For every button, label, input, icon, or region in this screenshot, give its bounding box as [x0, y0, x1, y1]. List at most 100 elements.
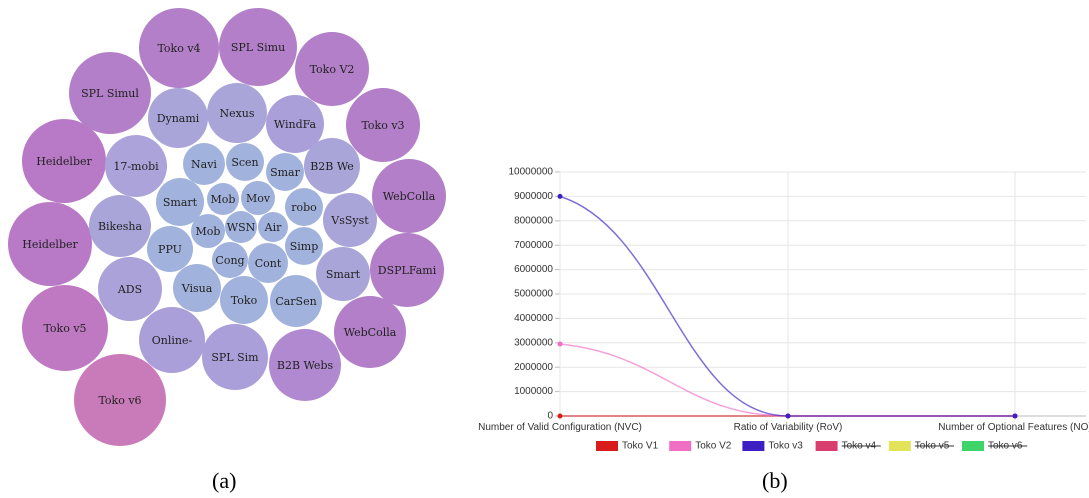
y-tick-label: 2000000 — [514, 362, 553, 373]
bubble: SPL Simu — [219, 8, 297, 86]
bubble: Scen — [226, 143, 264, 181]
bubble-label: Smart — [163, 196, 198, 209]
bubble-circle — [266, 95, 324, 153]
bubble: 17-mobi — [105, 135, 167, 197]
bubble-circle — [270, 275, 322, 327]
legend-swatch — [962, 441, 984, 451]
bubble-label: SPL Sim — [211, 351, 259, 364]
bubble-circle — [285, 227, 323, 265]
bubble: Dynami — [148, 88, 208, 148]
caption-a: (a) — [212, 468, 237, 493]
bubble: Nexus — [207, 83, 267, 143]
bubble: SPL Sim — [202, 324, 268, 390]
bubble-label: Smart — [326, 268, 361, 281]
y-tick-label: 1000000 — [514, 386, 553, 397]
bubble-label: Toko — [231, 294, 258, 307]
legend-label: Toko v3 — [768, 441, 803, 452]
legend-item[interactable]: Toko v5 — [888, 441, 954, 452]
bubble: Toko v3 — [346, 88, 420, 162]
bubble: Smart — [156, 178, 204, 226]
bubble: Bikesha — [89, 195, 151, 257]
bubble-label: Bikesha — [98, 220, 143, 233]
legend-item[interactable]: Toko v6 — [962, 441, 1028, 452]
bubble-circle — [207, 183, 239, 215]
bubble-circle — [183, 143, 225, 185]
bubble: Toko V2 — [295, 32, 369, 106]
bubble-circle — [226, 143, 264, 181]
legend-item[interactable]: Toko V2 — [669, 441, 732, 452]
data-point — [1012, 413, 1018, 419]
legend-swatch — [596, 441, 618, 451]
bubble: PPU — [147, 226, 193, 272]
y-tick-label: 9000000 — [514, 191, 553, 202]
bubble: Toko v5 — [22, 285, 108, 371]
bubble-label: Smar — [270, 166, 301, 179]
bubble-circle — [173, 264, 221, 312]
bubble-circle — [220, 276, 268, 324]
bubble-label: Simp — [290, 240, 319, 253]
bubble: Toko v4 — [139, 8, 219, 88]
bubble-circle — [316, 247, 370, 301]
bubble: Visua — [173, 264, 221, 312]
bubble-circle — [225, 211, 257, 243]
bubble: Mov — [241, 181, 275, 215]
legend-item[interactable]: Toko v4 — [815, 441, 881, 452]
bubble-circle — [285, 188, 323, 226]
bubble-circle — [219, 8, 297, 86]
bubble-label: Air — [264, 221, 282, 234]
bubble-label: Mov — [246, 192, 271, 205]
bubble-label: WebColla — [344, 326, 397, 339]
bubble: SPL Simul — [69, 52, 151, 134]
bubble-circle — [248, 243, 288, 283]
bubble-circle — [89, 195, 151, 257]
legend-swatch — [669, 441, 692, 451]
bubble-circle — [258, 212, 288, 242]
y-tick-label: 5000000 — [514, 289, 553, 300]
legend-item[interactable]: Toko v3 — [742, 441, 803, 452]
bubble-label: Online- — [152, 334, 193, 347]
bubble-circle — [370, 233, 444, 307]
bubble: Air — [258, 212, 288, 242]
bubble-label: Nexus — [219, 107, 254, 120]
bubble-chart: Toko v4 SPL Simu Toko V2 SPL Simul Toko v3 He… — [8, 8, 446, 446]
bubble-circle — [74, 354, 166, 446]
bubble-label: CarSen — [275, 295, 316, 308]
bubble-circle — [139, 8, 219, 88]
bubble-circle — [105, 135, 167, 197]
bubble: Mob — [191, 214, 225, 248]
bubble-label: Toko V2 — [310, 63, 355, 76]
bubble-label: SPL Simul — [81, 87, 139, 100]
bubble-circle — [147, 226, 193, 272]
data-point — [785, 413, 791, 419]
data-point — [557, 341, 563, 347]
bubble-label: B2B We — [310, 160, 354, 173]
caption-b: (b) — [762, 468, 788, 493]
bubble-label: 17-mobi — [113, 160, 159, 173]
bubble-circle — [22, 119, 106, 203]
legend-label: Toko V1 — [622, 441, 659, 452]
bubble-label: Mob — [211, 193, 236, 206]
bubble-circle — [207, 83, 267, 143]
bubble: DSPLFami — [370, 233, 444, 307]
bubble-label: Navi — [191, 158, 217, 171]
bubble-circle — [346, 88, 420, 162]
bubble: Cong — [212, 242, 248, 278]
y-tick-label: 6000000 — [514, 264, 553, 275]
bubble-circle — [241, 181, 275, 215]
y-tick-label: 7000000 — [514, 240, 553, 251]
bubble-label: Toko v6 — [98, 394, 141, 407]
bubble-label: VsSyst — [330, 214, 369, 227]
bubble: B2B Webs — [269, 329, 341, 401]
bubble-label: Heidelber — [22, 238, 78, 251]
legend-item[interactable]: Toko V1 — [596, 441, 659, 452]
bubble: Simp — [285, 227, 323, 265]
bubble-circle — [98, 257, 162, 321]
bubble: Smart — [316, 247, 370, 301]
bubble-circle — [269, 329, 341, 401]
bubble: B2B We — [304, 138, 360, 194]
bubble-label: Cong — [215, 254, 244, 267]
series-line — [559, 195, 1015, 417]
bubble-circle — [202, 324, 268, 390]
bubble-circle — [266, 153, 304, 191]
y-tick-label: 4000000 — [514, 313, 553, 324]
